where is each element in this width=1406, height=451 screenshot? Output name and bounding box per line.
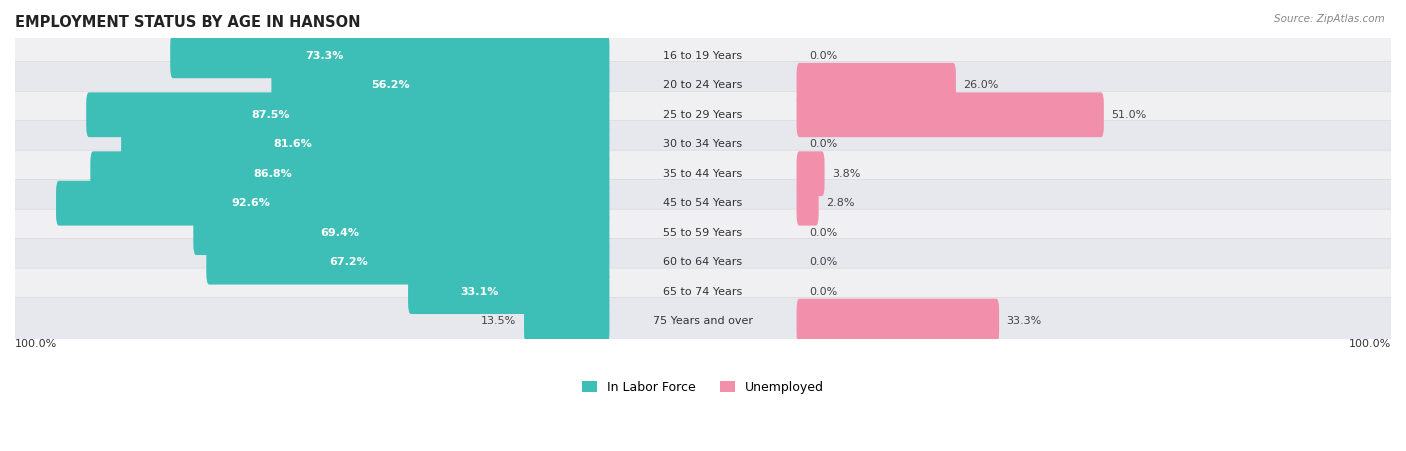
Text: 0.0%: 0.0% [810, 257, 838, 267]
FancyBboxPatch shape [13, 239, 1393, 286]
Text: 16 to 19 Years: 16 to 19 Years [664, 51, 742, 61]
FancyBboxPatch shape [13, 298, 1393, 345]
FancyBboxPatch shape [90, 151, 609, 196]
Text: 56.2%: 56.2% [371, 80, 411, 90]
FancyBboxPatch shape [13, 32, 1393, 79]
Text: 45 to 54 Years: 45 to 54 Years [664, 198, 742, 208]
FancyBboxPatch shape [170, 33, 609, 78]
Text: 33.1%: 33.1% [460, 287, 499, 297]
Text: 87.5%: 87.5% [250, 110, 290, 120]
FancyBboxPatch shape [797, 151, 824, 196]
Text: 81.6%: 81.6% [274, 139, 312, 149]
Text: 55 to 59 Years: 55 to 59 Years [664, 228, 742, 238]
Text: Source: ZipAtlas.com: Source: ZipAtlas.com [1274, 14, 1385, 23]
Text: 0.0%: 0.0% [810, 228, 838, 238]
Text: 60 to 64 Years: 60 to 64 Years [664, 257, 742, 267]
Text: 13.5%: 13.5% [481, 316, 516, 326]
Text: 35 to 44 Years: 35 to 44 Years [664, 169, 742, 179]
Text: 3.8%: 3.8% [832, 169, 860, 179]
Text: 0.0%: 0.0% [810, 287, 838, 297]
Legend: In Labor Force, Unemployed: In Labor Force, Unemployed [576, 376, 830, 399]
Text: EMPLOYMENT STATUS BY AGE IN HANSON: EMPLOYMENT STATUS BY AGE IN HANSON [15, 15, 360, 30]
FancyBboxPatch shape [797, 181, 818, 226]
FancyBboxPatch shape [13, 209, 1393, 256]
FancyBboxPatch shape [13, 91, 1393, 138]
Text: 25 to 29 Years: 25 to 29 Years [664, 110, 742, 120]
FancyBboxPatch shape [13, 268, 1393, 315]
FancyBboxPatch shape [271, 63, 609, 108]
Text: 0.0%: 0.0% [810, 139, 838, 149]
Text: 20 to 24 Years: 20 to 24 Years [664, 80, 742, 90]
FancyBboxPatch shape [86, 92, 609, 137]
Text: 2.8%: 2.8% [827, 198, 855, 208]
FancyBboxPatch shape [56, 181, 609, 226]
Text: 67.2%: 67.2% [329, 257, 367, 267]
FancyBboxPatch shape [797, 63, 956, 108]
Text: 69.4%: 69.4% [321, 228, 360, 238]
Text: 100.0%: 100.0% [1348, 339, 1391, 349]
Text: 65 to 74 Years: 65 to 74 Years [664, 287, 742, 297]
FancyBboxPatch shape [13, 62, 1393, 109]
FancyBboxPatch shape [13, 179, 1393, 227]
Text: 33.3%: 33.3% [1007, 316, 1042, 326]
Text: 26.0%: 26.0% [963, 80, 998, 90]
Text: 0.0%: 0.0% [810, 51, 838, 61]
Text: 51.0%: 51.0% [1111, 110, 1147, 120]
FancyBboxPatch shape [193, 210, 609, 255]
Text: 73.3%: 73.3% [305, 51, 344, 61]
Text: 30 to 34 Years: 30 to 34 Years [664, 139, 742, 149]
FancyBboxPatch shape [797, 299, 1000, 344]
Text: 75 Years and over: 75 Years and over [652, 316, 754, 326]
FancyBboxPatch shape [524, 299, 609, 344]
Text: 86.8%: 86.8% [253, 169, 292, 179]
FancyBboxPatch shape [13, 150, 1393, 197]
Text: 92.6%: 92.6% [231, 198, 270, 208]
Text: 100.0%: 100.0% [15, 339, 58, 349]
FancyBboxPatch shape [121, 122, 609, 166]
FancyBboxPatch shape [408, 269, 609, 314]
FancyBboxPatch shape [13, 121, 1393, 168]
FancyBboxPatch shape [797, 92, 1104, 137]
FancyBboxPatch shape [207, 240, 609, 285]
